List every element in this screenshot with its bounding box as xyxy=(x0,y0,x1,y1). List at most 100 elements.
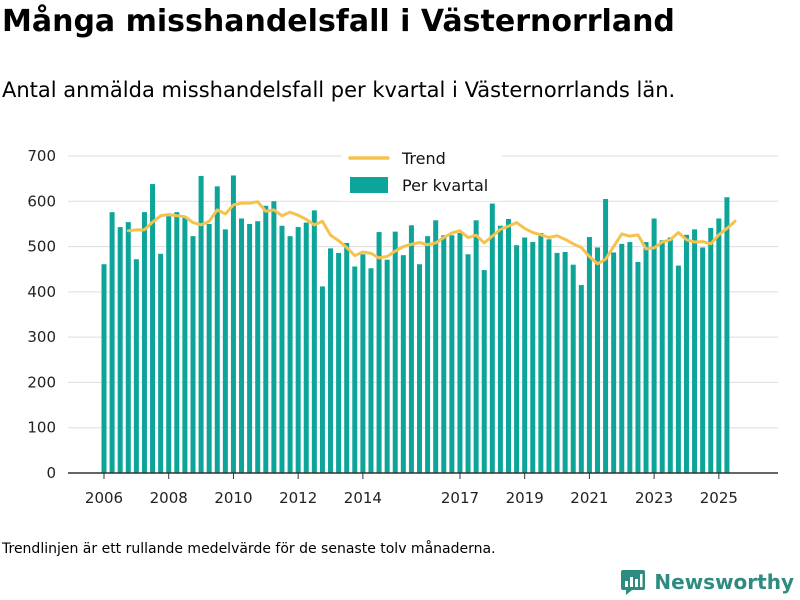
bar xyxy=(562,252,568,473)
bar xyxy=(319,286,325,473)
bar xyxy=(708,228,714,473)
bar xyxy=(457,232,463,473)
bar xyxy=(538,232,544,473)
y-tick-label: 100 xyxy=(27,419,56,437)
brand: Newsworthy xyxy=(620,568,794,596)
bar xyxy=(360,254,366,473)
x-tick-label: 2017 xyxy=(441,489,479,507)
bar xyxy=(465,254,471,473)
x-tick-label: 2023 xyxy=(635,489,673,507)
chart-subtitle: Antal anmälda misshandelsfall per kvarta… xyxy=(2,78,676,102)
bar xyxy=(150,184,156,473)
bar xyxy=(255,221,261,473)
bar xyxy=(182,216,188,473)
bar xyxy=(635,261,641,473)
y-tick-label: 400 xyxy=(27,283,56,301)
y-tick-label: 700 xyxy=(27,147,56,165)
bar xyxy=(279,225,285,473)
bar xyxy=(651,218,657,473)
bar xyxy=(206,223,212,473)
bar xyxy=(328,248,334,473)
bar-chart: 0 100 200 300 400 500 600 700 2006 2008 2010 2012 20… xyxy=(27,143,778,507)
bar xyxy=(433,220,439,473)
bar xyxy=(101,264,107,473)
axes: 0 100 200 300 400 500 600 700 2006 2008 2010 2012 20… xyxy=(27,147,778,507)
x-tick-label: 2021 xyxy=(570,489,608,507)
y-tick-label: 0 xyxy=(46,464,56,482)
bar xyxy=(692,229,698,473)
bar xyxy=(659,240,665,473)
bar-series xyxy=(101,175,730,474)
legend-bar-label: Per kvartal xyxy=(402,176,488,195)
bar xyxy=(514,245,520,473)
bar xyxy=(336,252,342,473)
trend-series xyxy=(126,200,737,266)
bar xyxy=(384,259,390,473)
bar xyxy=(222,229,228,473)
bar xyxy=(425,236,431,473)
bar xyxy=(554,252,560,473)
bar xyxy=(611,252,617,473)
bar xyxy=(683,234,689,473)
bar xyxy=(287,236,293,473)
y-tick-label: 600 xyxy=(27,192,56,210)
bar xyxy=(408,225,414,473)
legend-trend-label: Trend xyxy=(401,149,446,168)
bar xyxy=(667,237,673,473)
bar xyxy=(700,247,706,473)
bar xyxy=(603,199,609,473)
bar xyxy=(643,242,649,473)
bar xyxy=(190,236,196,473)
bar xyxy=(489,203,495,474)
y-tick-label: 300 xyxy=(27,328,56,346)
bar xyxy=(198,175,204,473)
bar xyxy=(271,201,277,474)
bar xyxy=(530,242,536,473)
y-tick-label: 200 xyxy=(27,373,56,391)
bar xyxy=(263,205,269,473)
trend-line xyxy=(126,200,737,266)
bar xyxy=(441,235,447,473)
bar xyxy=(417,264,423,473)
bar xyxy=(166,216,172,474)
x-tick-label: 2008 xyxy=(150,489,188,507)
bar xyxy=(522,237,528,473)
bar xyxy=(392,231,398,473)
bar xyxy=(368,268,374,473)
legend-bar-swatch xyxy=(350,177,388,193)
y-tick-label: 500 xyxy=(27,238,56,256)
bar xyxy=(724,197,730,473)
bar xyxy=(141,212,147,473)
x-tick-label: 2019 xyxy=(506,489,544,507)
x-tick-label: 2012 xyxy=(279,489,317,507)
bar xyxy=(627,242,633,473)
bar xyxy=(497,225,503,473)
bar xyxy=(619,243,625,473)
bar xyxy=(400,255,406,473)
bar xyxy=(352,266,358,473)
bar xyxy=(344,242,350,473)
bar xyxy=(239,218,245,473)
bar xyxy=(449,235,455,473)
x-tick-label: 2014 xyxy=(344,489,382,507)
bar xyxy=(230,175,236,473)
newsworthy-logo-icon xyxy=(621,570,646,595)
bar xyxy=(570,264,576,473)
bar xyxy=(716,218,722,473)
bar xyxy=(247,223,253,473)
bar xyxy=(578,285,584,473)
x-tick-label: 2010 xyxy=(214,489,252,507)
x-tick-label: 2025 xyxy=(700,489,738,507)
bar xyxy=(295,227,301,473)
bar xyxy=(675,265,681,473)
bar xyxy=(214,186,220,473)
bar xyxy=(481,270,487,473)
brand-name: Newsworthy xyxy=(654,570,794,594)
bar xyxy=(109,212,115,473)
legend: Trend Per kvartal xyxy=(342,143,502,201)
bar xyxy=(133,259,139,473)
bar xyxy=(376,232,382,473)
bar xyxy=(586,237,592,473)
x-tick-label: 2006 xyxy=(85,489,123,507)
bar xyxy=(473,220,479,473)
